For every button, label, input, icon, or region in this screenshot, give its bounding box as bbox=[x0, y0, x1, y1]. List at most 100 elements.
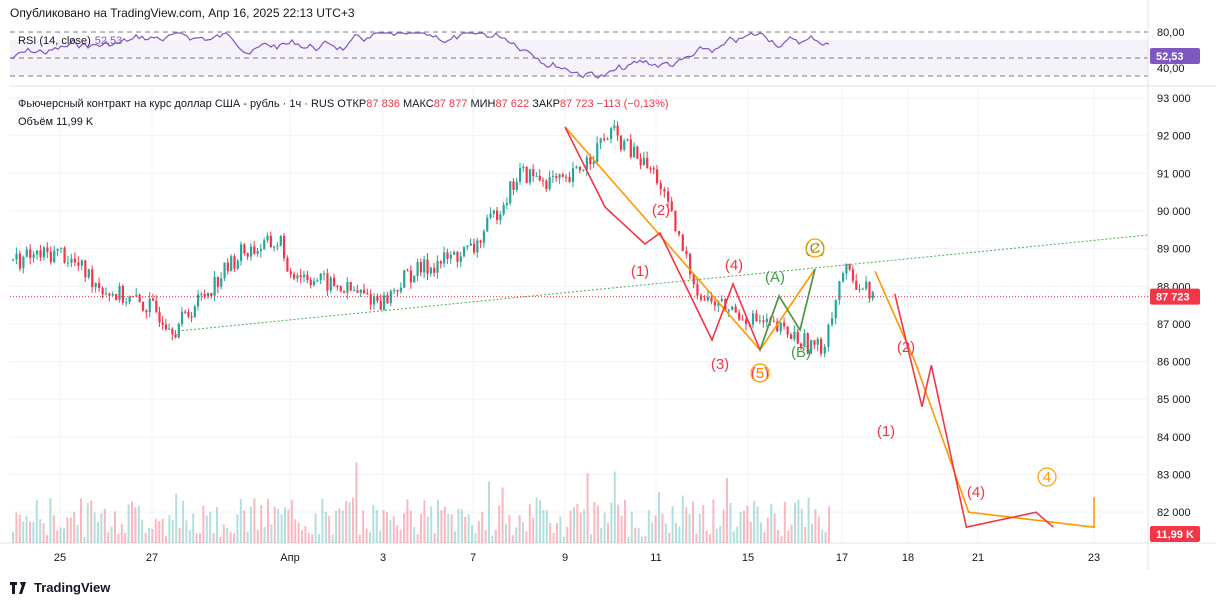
candle-body bbox=[91, 269, 94, 287]
open-label: ОТКР bbox=[337, 98, 367, 110]
volume-bar bbox=[828, 506, 830, 543]
volume-bar bbox=[284, 506, 286, 543]
volume-bar bbox=[97, 522, 99, 543]
volume-bar bbox=[702, 504, 705, 543]
volume-bar bbox=[471, 525, 473, 543]
candle-body bbox=[439, 261, 442, 264]
volume-bar bbox=[505, 524, 507, 543]
volume-bar bbox=[90, 500, 93, 543]
volume-bar bbox=[586, 473, 589, 543]
tradingview-branding[interactable]: TradingView bbox=[10, 580, 110, 595]
candle-body bbox=[73, 258, 77, 263]
time-tick-label: 17 bbox=[836, 552, 848, 564]
candle-body bbox=[469, 243, 472, 246]
volume-bar bbox=[821, 529, 824, 543]
volume-bar bbox=[345, 500, 348, 543]
volume-bar bbox=[481, 512, 484, 543]
candle-body bbox=[734, 306, 737, 313]
volume-bar bbox=[15, 512, 18, 543]
volume-bar bbox=[590, 534, 592, 543]
volume-bar bbox=[430, 506, 433, 543]
candle-body bbox=[155, 300, 158, 312]
volume-bar bbox=[647, 510, 650, 543]
volume-bar bbox=[450, 514, 453, 543]
candle-body bbox=[184, 311, 187, 313]
volume-bar bbox=[131, 501, 133, 543]
candle-body bbox=[499, 214, 502, 221]
volume-bar bbox=[63, 528, 65, 543]
volume-bar bbox=[562, 536, 565, 543]
volume-bar bbox=[620, 515, 623, 543]
wave-label: (4) bbox=[725, 257, 743, 274]
wave-label: 4 bbox=[1043, 469, 1051, 486]
candle-body bbox=[386, 295, 389, 304]
candle-body bbox=[210, 292, 213, 296]
candle-body bbox=[786, 326, 789, 335]
volume-bar bbox=[399, 529, 402, 543]
candle-body bbox=[403, 270, 406, 288]
volume-bar bbox=[573, 506, 575, 543]
wave-label: (1) bbox=[631, 263, 649, 280]
candle-body bbox=[599, 138, 602, 144]
volume-bar bbox=[294, 519, 297, 543]
candle-body bbox=[25, 249, 28, 257]
volume-bar bbox=[678, 526, 681, 543]
candle-body bbox=[538, 175, 541, 181]
volume-bar bbox=[542, 510, 545, 543]
candle-body bbox=[128, 296, 131, 303]
volume-bar bbox=[277, 508, 280, 543]
volume-bar bbox=[817, 516, 820, 543]
volume-bar bbox=[195, 533, 198, 543]
volume-bar bbox=[409, 510, 412, 543]
volume-bar bbox=[110, 526, 113, 543]
candle-body bbox=[433, 267, 436, 273]
candle-body bbox=[158, 311, 161, 323]
last-price-badge-text: 87 723 bbox=[1156, 292, 1190, 304]
volume-bar bbox=[539, 500, 541, 543]
volume-bar bbox=[770, 503, 773, 543]
wave-label-circle bbox=[1037, 467, 1057, 487]
wave-label-circle bbox=[805, 238, 825, 258]
wave-label-circle bbox=[750, 363, 770, 383]
volume-bar bbox=[722, 509, 725, 543]
candle-body bbox=[359, 289, 362, 293]
time-tick-label: Апр bbox=[280, 552, 299, 564]
candle-body bbox=[659, 183, 662, 190]
candle-body bbox=[831, 318, 834, 325]
wave-label: (1) bbox=[877, 423, 895, 440]
volume-bar bbox=[270, 524, 273, 543]
candle-body bbox=[727, 310, 730, 312]
volume-bar bbox=[624, 499, 626, 543]
wave-label: 5 bbox=[756, 365, 764, 382]
volume-bar bbox=[807, 497, 810, 543]
candle-body bbox=[779, 322, 782, 332]
volume-badge bbox=[1150, 526, 1200, 542]
candle-body bbox=[53, 250, 56, 263]
volume-bar bbox=[168, 515, 171, 543]
candle-body bbox=[473, 243, 476, 253]
volume-bar bbox=[389, 519, 392, 543]
volume-bar bbox=[743, 510, 745, 543]
volume-bar bbox=[212, 533, 215, 543]
volume-bar bbox=[709, 534, 711, 543]
candle-body bbox=[118, 285, 121, 301]
volume-bar bbox=[508, 515, 511, 543]
candle-body bbox=[70, 258, 73, 263]
candle-body bbox=[303, 274, 306, 277]
candle-body bbox=[105, 293, 108, 295]
candle-body bbox=[555, 176, 558, 178]
volume-bar bbox=[256, 529, 259, 543]
volume-bar bbox=[641, 536, 643, 543]
candle-body bbox=[326, 273, 329, 291]
volume-bar bbox=[736, 526, 739, 543]
candle-body bbox=[346, 281, 349, 293]
candle-body bbox=[519, 168, 522, 182]
candle-body bbox=[206, 292, 210, 297]
volume-bar bbox=[661, 513, 664, 543]
volume-bar bbox=[182, 500, 184, 543]
candle-body bbox=[838, 281, 841, 300]
volume-bar bbox=[732, 531, 735, 543]
candle-body bbox=[571, 168, 575, 182]
candle-body bbox=[240, 244, 243, 261]
